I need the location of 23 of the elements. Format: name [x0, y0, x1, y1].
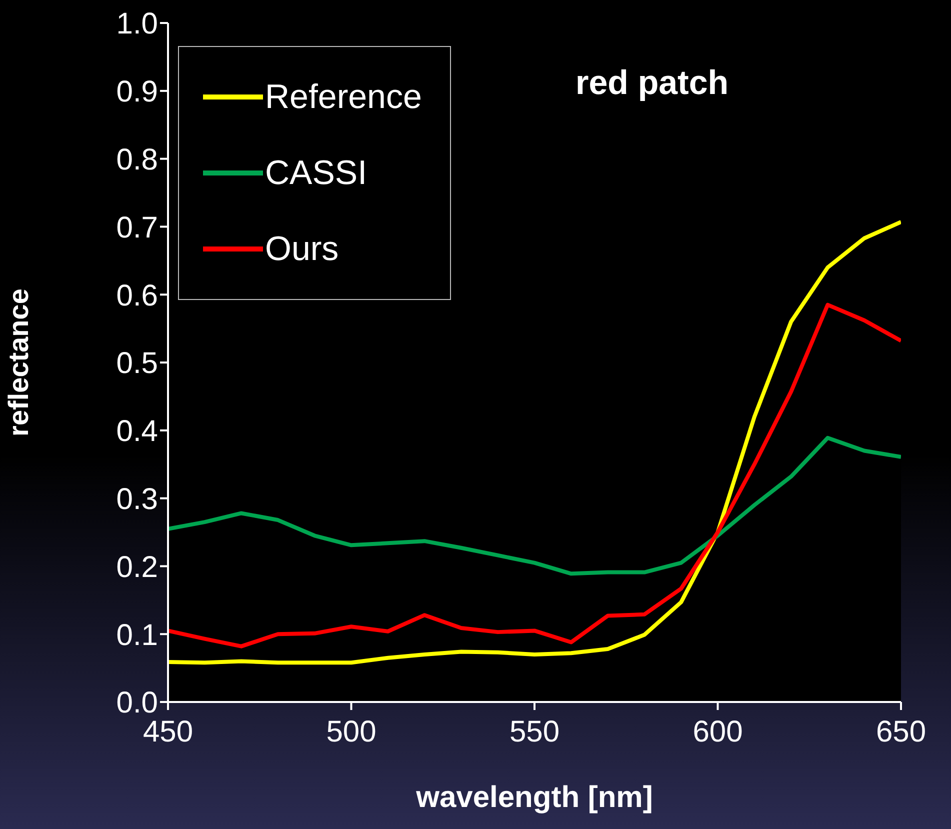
y-tick-label: 0.8 [116, 143, 158, 176]
y-tick-label: 0.6 [116, 279, 158, 312]
x-tick-label: 650 [876, 715, 926, 748]
y-tick-label: 0.1 [116, 618, 158, 652]
text: red patch [575, 64, 729, 102]
line-series [168, 220, 901, 665]
line-series [168, 436, 901, 576]
y-tick-label: 0.2 [116, 550, 158, 584]
x-tick-label: 600 [692, 715, 743, 748]
y-tick-label: 0.3 [116, 482, 158, 516]
y-tick-label: 0.9 [116, 76, 158, 109]
y-tick-label: 1.0 [116, 8, 158, 41]
line-series [168, 302, 901, 648]
x-tick-label: 500 [326, 715, 376, 748]
y-tick-label: 0.5 [116, 347, 158, 380]
legend-label: Ours [265, 230, 339, 268]
x-tick-label: 550 [509, 715, 560, 748]
x-axis-title: wavelength [nm] [415, 781, 653, 814]
legend-label: Reference [265, 78, 422, 116]
y-axis-title: reflectance [2, 288, 34, 436]
legend-label: CASSI [265, 154, 368, 192]
y-tick-label: 0.7 [116, 211, 158, 244]
y-tick-label: 0.4 [116, 415, 158, 448]
